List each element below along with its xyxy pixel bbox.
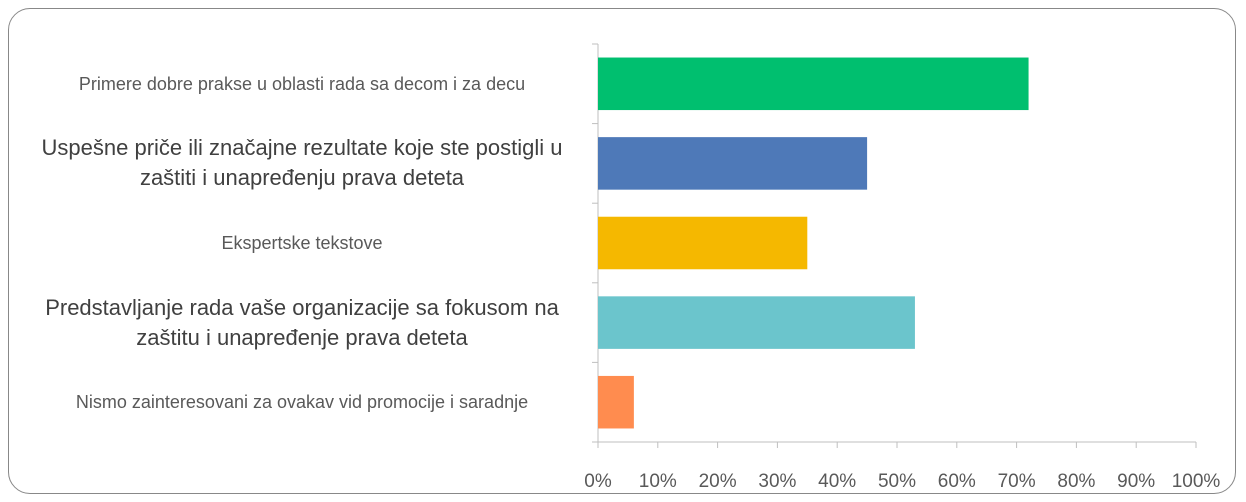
x-tick-label: 10% [639,471,677,492]
x-tick-label: 90% [1117,471,1155,492]
category-label: Primere dobre prakse u oblasti rada sa d… [78,73,526,94]
x-tick-label: 70% [998,471,1036,492]
x-tick-label: 20% [699,471,737,492]
x-tick-label: 30% [758,471,796,492]
bar [598,57,1029,111]
x-tick-label: 50% [878,471,916,492]
chart-frame [8,8,1236,494]
bar [598,216,808,270]
x-tick-label: 60% [938,471,976,492]
bar [598,375,634,429]
x-tick-label: 80% [1057,471,1095,492]
category-label: Nismo zainteresovani za ovakav vid promo… [75,392,529,413]
x-tick-label: 100% [1172,471,1221,492]
category-label: Ekspertske tekstove [221,232,383,253]
x-tick-label: 0% [584,471,612,492]
bar [598,137,868,190]
category-label: Uspešne priče ili značajne rezultate koj… [41,135,563,191]
category-label: Predstavljanje rada vaše organizacije sa… [45,294,559,350]
bar [598,296,915,349]
x-tick-label: 40% [818,471,856,492]
